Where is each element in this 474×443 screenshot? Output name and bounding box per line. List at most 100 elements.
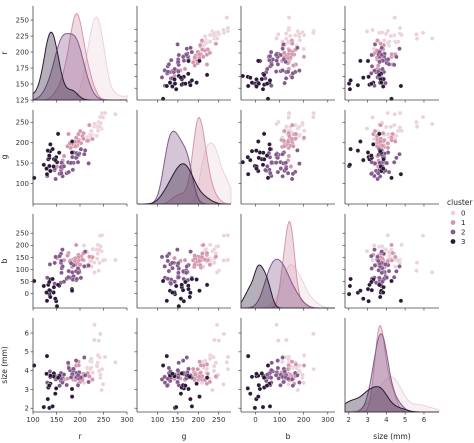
point-cluster-0 xyxy=(212,260,217,265)
point-cluster-3 xyxy=(355,148,361,153)
point-cluster-3 xyxy=(256,394,261,399)
point-cluster-0 xyxy=(414,32,419,37)
point-cluster-3 xyxy=(256,155,262,161)
y-tick-label: 6 xyxy=(25,329,30,337)
point-cluster-1 xyxy=(393,139,398,144)
panel-b-vs-b xyxy=(240,214,335,311)
point-cluster-2 xyxy=(47,262,53,267)
point-cluster-3 xyxy=(265,175,271,181)
point-cluster-0 xyxy=(96,338,101,343)
point-cluster-1 xyxy=(66,131,71,137)
point-cluster-1 xyxy=(281,138,287,144)
y-axis-label-g: g xyxy=(0,154,9,159)
point-cluster-2 xyxy=(372,42,378,47)
point-cluster-2 xyxy=(82,249,88,254)
panel-b-vs-r: 0 50 100 150 200 250 xyxy=(16,214,128,311)
point-cluster-2 xyxy=(168,57,174,63)
point-cluster-0 xyxy=(383,124,389,130)
point-cluster-2 xyxy=(384,275,390,280)
point-cluster-0 xyxy=(211,31,217,37)
point-cluster-2 xyxy=(57,253,62,259)
x-axis-label-sizemm: size (mm) xyxy=(373,432,410,441)
x-axis-label-b: b xyxy=(286,432,291,441)
point-cluster-1 xyxy=(293,131,299,137)
point-cluster-2 xyxy=(86,161,91,166)
point-cluster-2 xyxy=(78,375,84,380)
point-cluster-0 xyxy=(364,29,370,34)
point-cluster-1 xyxy=(204,362,210,367)
point-cluster-0 xyxy=(221,233,227,238)
point-cluster-3 xyxy=(44,166,49,171)
point-cluster-0 xyxy=(94,363,100,369)
point-cluster-3 xyxy=(51,164,56,169)
point-cluster-0 xyxy=(99,387,104,393)
point-cluster-2 xyxy=(285,376,291,382)
point-cluster-2 xyxy=(172,66,177,72)
point-cluster-2 xyxy=(57,383,62,388)
point-cluster-0 xyxy=(213,360,219,365)
point-cluster-2 xyxy=(265,66,270,72)
point-cluster-3 xyxy=(69,288,75,293)
y-tick-label: 150 xyxy=(16,160,29,168)
point-cluster-0 xyxy=(207,242,213,248)
point-cluster-2 xyxy=(166,268,172,274)
point-cluster-3 xyxy=(69,139,75,144)
point-cluster-0 xyxy=(311,331,316,337)
point-cluster-2 xyxy=(391,160,397,165)
y-tick-label: 3 xyxy=(25,386,29,394)
point-cluster-3 xyxy=(204,72,210,78)
point-cluster-1 xyxy=(199,38,205,43)
point-cluster-0 xyxy=(224,15,230,20)
point-cluster-0 xyxy=(301,353,307,358)
point-cluster-0 xyxy=(420,114,426,120)
x-tick-label: 250 xyxy=(97,416,110,424)
point-cluster-2 xyxy=(278,166,284,171)
point-cluster-0 xyxy=(211,247,217,253)
point-cluster-0 xyxy=(94,133,99,139)
point-cluster-1 xyxy=(285,139,291,144)
point-cluster-3 xyxy=(254,166,259,171)
point-cluster-3 xyxy=(369,279,374,285)
point-cluster-1 xyxy=(182,257,188,263)
point-cluster-3 xyxy=(381,156,386,162)
x-axis-label-g: g xyxy=(182,432,187,441)
point-cluster-1 xyxy=(378,122,383,128)
point-cluster-3 xyxy=(173,86,179,92)
point-cluster-3 xyxy=(358,58,363,64)
x-tick-label: 100 xyxy=(26,416,39,424)
point-cluster-1 xyxy=(390,131,395,137)
point-cluster-3 xyxy=(41,283,47,289)
point-cluster-2 xyxy=(375,258,381,264)
point-cluster-3 xyxy=(267,404,273,409)
point-cluster-0 xyxy=(225,354,231,360)
point-cluster-0 xyxy=(274,322,279,328)
point-cluster-0 xyxy=(297,38,303,43)
point-cluster-3 xyxy=(347,162,353,168)
point-cluster-3 xyxy=(50,146,55,152)
point-cluster-0 xyxy=(214,322,220,328)
legend-marker-3 xyxy=(450,239,456,244)
point-cluster-0 xyxy=(311,110,316,116)
point-cluster-1 xyxy=(282,128,287,134)
point-cluster-0 xyxy=(113,111,118,117)
point-cluster-3 xyxy=(56,150,62,155)
point-cluster-2 xyxy=(269,62,274,68)
point-cluster-0 xyxy=(92,270,97,275)
point-cluster-3 xyxy=(249,148,255,154)
point-cluster-0 xyxy=(414,260,420,265)
point-cluster-3 xyxy=(44,298,50,304)
y-axis-label-r: r xyxy=(0,51,9,55)
point-cluster-2 xyxy=(379,270,385,276)
point-cluster-2 xyxy=(369,71,374,76)
point-cluster-2 xyxy=(380,279,385,284)
point-cluster-3 xyxy=(181,298,187,304)
point-cluster-3 xyxy=(346,291,352,297)
y-axis-label-b: b xyxy=(0,258,9,263)
point-cluster-2 xyxy=(273,69,279,74)
point-cluster-2 xyxy=(369,64,375,69)
point-cluster-3 xyxy=(47,383,52,388)
point-cluster-0 xyxy=(207,32,213,38)
point-cluster-3 xyxy=(256,139,261,144)
point-cluster-0 xyxy=(276,338,281,343)
point-cluster-3 xyxy=(257,386,263,392)
